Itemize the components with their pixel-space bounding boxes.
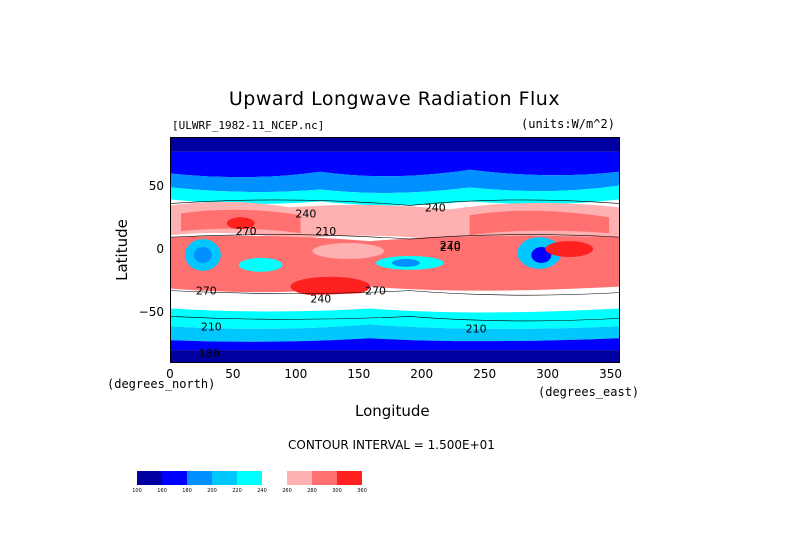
- contour-interval: CONTOUR INTERVAL = 1.500E+01: [288, 438, 495, 452]
- colorbar-level-label: 300: [332, 488, 342, 494]
- x-tick-label: 250: [473, 367, 497, 381]
- colorbar-level-label: 220: [232, 488, 242, 494]
- colorbar-swatch: [287, 471, 312, 485]
- contour-label: 270: [365, 285, 386, 298]
- x-tick-label: 150: [347, 367, 371, 381]
- colorbar-level-label: 200: [207, 488, 217, 494]
- x-tick-label: 350: [599, 367, 622, 381]
- colorbar-level-label: 280: [307, 488, 317, 494]
- colorbar-swatch: [237, 471, 262, 485]
- colorbar-level-label: 100: [132, 488, 142, 494]
- plot-title: Upward Longwave Radiation Flux: [228, 88, 561, 110]
- colorbar-swatch: [137, 471, 162, 485]
- colorbar-swatch: [337, 471, 362, 485]
- file-label: [ULWRF_1982-11_NCEP.nc]: [172, 119, 325, 132]
- contour-label: 240: [440, 241, 461, 254]
- x-units-note: (degrees_east): [538, 385, 640, 399]
- y-tick-label: −50: [138, 304, 164, 319]
- contour-label: 180: [199, 347, 220, 360]
- contour-label: 210: [466, 322, 487, 335]
- x-tick-label: 0: [166, 367, 174, 381]
- contour-label: 240: [295, 207, 316, 220]
- contour-label: 270: [236, 225, 257, 238]
- x-tick-label: 50: [225, 367, 241, 381]
- colorbar-level-label: 360: [357, 488, 367, 494]
- colorbar-swatch: [187, 471, 212, 485]
- contour-label: 210: [315, 225, 336, 238]
- colorbar-swatch: [212, 471, 237, 485]
- contour-label: 210: [201, 320, 222, 333]
- colorbar-level-label: 160: [157, 488, 167, 494]
- colorbar-swatch: [262, 471, 287, 485]
- x-tick-label: 200: [410, 367, 434, 381]
- contour-label: 270: [440, 239, 461, 252]
- colorbar-swatch: [312, 471, 337, 485]
- x-axis-label: Longitude: [355, 402, 430, 420]
- colorbar-level-label: 180: [182, 488, 192, 494]
- contour-label: 240: [425, 201, 446, 214]
- colorbar-level-label: 260: [282, 488, 292, 494]
- colorbar-swatch: [162, 471, 187, 485]
- y-tick-label: 50: [148, 179, 164, 194]
- y-units-note: (degrees_north): [107, 377, 216, 391]
- flux-map: 240 210 270 240 240 270 270 240 270 210 …: [170, 137, 620, 363]
- x-tick-label: 300: [536, 367, 560, 381]
- contour-label: 270: [196, 285, 217, 298]
- x-tick-label: 100: [284, 367, 308, 381]
- units-label: (units:W/m^2): [521, 117, 615, 131]
- y-axis-label: Latitude: [113, 219, 131, 281]
- colorbar-level-label: 240: [257, 488, 267, 494]
- y-tick-label: 0: [156, 242, 164, 256]
- contour-label: 240: [310, 293, 331, 306]
